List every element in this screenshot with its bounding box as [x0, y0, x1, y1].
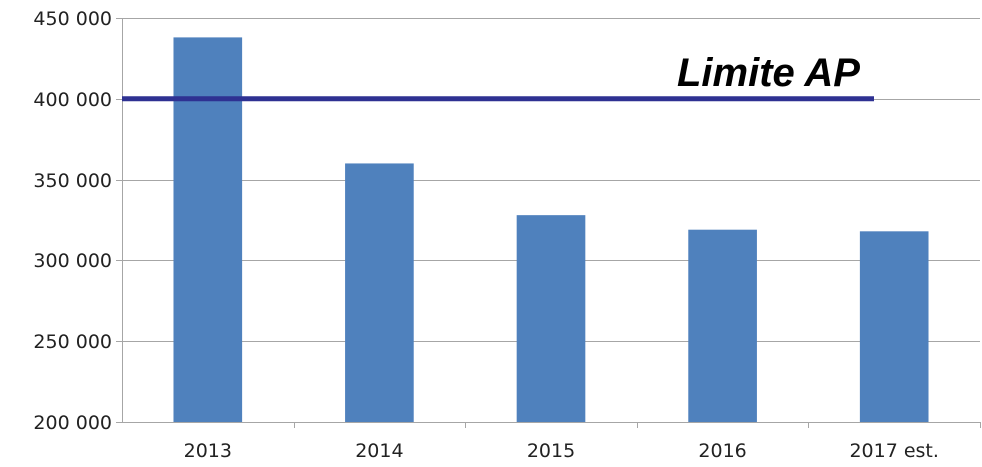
y-tick-label: 350 000 [33, 170, 112, 192]
axes [116, 18, 981, 428]
bar [516, 215, 586, 422]
x-tick-label: 2013 [184, 440, 232, 462]
y-tick-label: 200 000 [33, 412, 112, 434]
tick-labels: 200 000 250 000 300 000 350 000 400 000 450 0… [33, 8, 939, 462]
y-tick-label: 400 000 [33, 89, 112, 111]
y-tick-label: 250 000 [33, 331, 112, 353]
bar [173, 37, 243, 422]
x-tick-label: 2014 [355, 440, 403, 462]
x-tick-label: 2016 [698, 440, 746, 462]
x-tick-label: 2015 [527, 440, 575, 462]
y-tick-label: 450 000 [33, 8, 112, 30]
bars [173, 37, 929, 422]
reference-line-group: Limite AP [122, 51, 874, 102]
bar [859, 231, 929, 422]
x-tick-label: 2017 est. [849, 440, 938, 462]
bar [688, 229, 757, 422]
bar [345, 163, 414, 422]
y-tick-label: 300 000 [33, 250, 112, 272]
reference-line-label: Limite AP [677, 51, 860, 95]
